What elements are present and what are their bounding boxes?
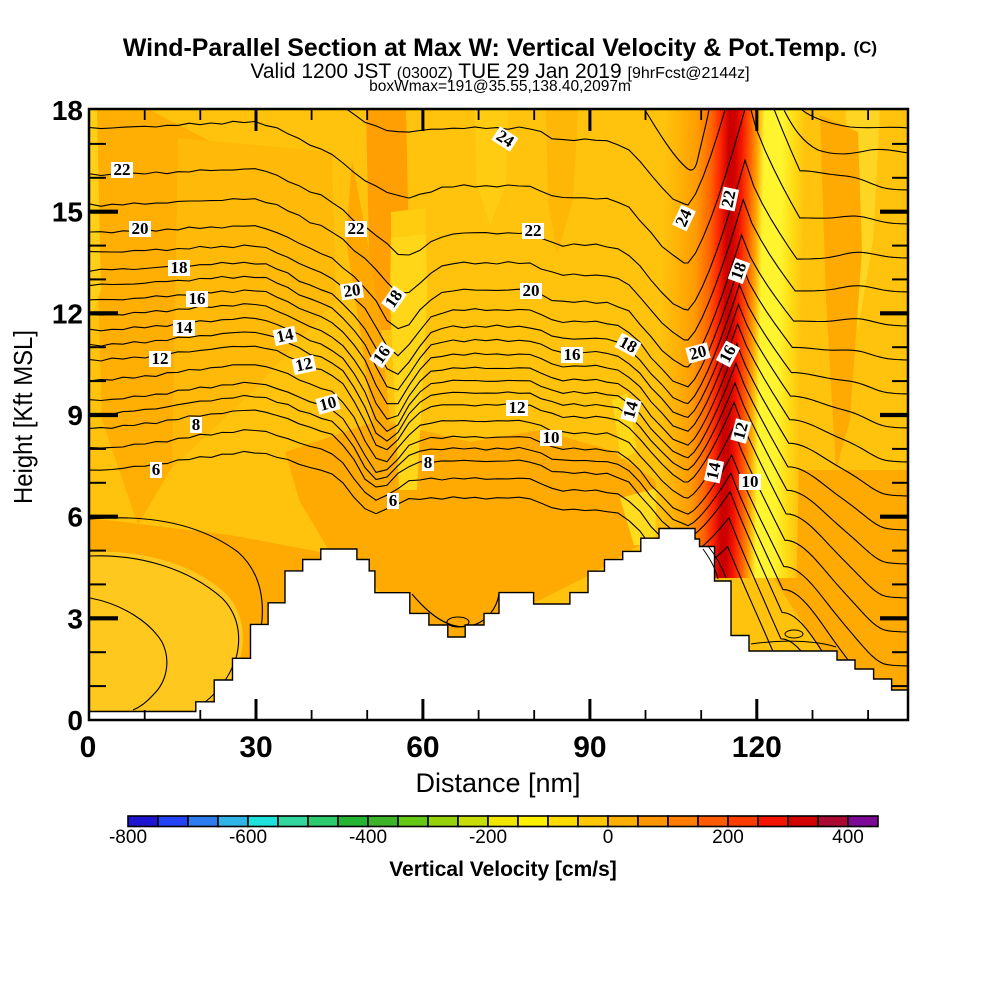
svg-text:18: 18 <box>727 260 751 282</box>
svg-text:14: 14 <box>702 460 724 481</box>
svg-text:6: 6 <box>389 491 398 510</box>
svg-text:60: 60 <box>406 731 439 764</box>
svg-text:6: 6 <box>67 502 83 533</box>
svg-text:12: 12 <box>729 420 752 441</box>
svg-text:22: 22 <box>717 189 739 210</box>
svg-text:18: 18 <box>52 95 83 126</box>
svg-text:15: 15 <box>52 197 83 228</box>
svg-text:200: 200 <box>712 827 744 848</box>
svg-text:12: 12 <box>509 398 526 417</box>
svg-text:10: 10 <box>317 392 338 415</box>
svg-text:8: 8 <box>424 453 433 472</box>
svg-text:-600: -600 <box>229 827 267 848</box>
svg-text:90: 90 <box>573 731 606 764</box>
svg-text:30: 30 <box>239 731 272 764</box>
svg-text:Vertical Velocity [cm/s]: Vertical Velocity [cm/s] <box>389 858 617 881</box>
svg-text:16: 16 <box>564 345 581 364</box>
svg-text:Distance [nm]: Distance [nm] <box>415 768 580 798</box>
svg-text:12: 12 <box>152 349 169 368</box>
svg-text:6: 6 <box>152 460 161 479</box>
svg-text:22: 22 <box>348 219 365 238</box>
svg-text:120: 120 <box>732 731 782 764</box>
svg-text:14: 14 <box>275 324 296 346</box>
svg-text:Height [Kft MSL]: Height [Kft MSL] <box>8 330 38 504</box>
svg-text:10: 10 <box>742 472 759 491</box>
svg-text:16: 16 <box>189 289 206 308</box>
svg-text:14: 14 <box>176 318 194 337</box>
svg-text:Wind-Parallel Section at Max W: Wind-Parallel Section at Max W: Vertical… <box>123 34 877 62</box>
svg-text:0: 0 <box>603 827 614 848</box>
svg-text:14: 14 <box>619 399 642 421</box>
svg-text:-400: -400 <box>349 827 387 848</box>
svg-text:-200: -200 <box>469 827 507 848</box>
svg-text:8: 8 <box>192 415 201 434</box>
svg-text:0: 0 <box>80 731 97 764</box>
svg-text:0: 0 <box>67 705 83 736</box>
svg-text:18: 18 <box>171 258 188 277</box>
svg-text:12: 12 <box>52 298 83 329</box>
svg-text:20: 20 <box>523 281 540 300</box>
svg-text:boxWmax=191@35.55,138.40,2097m: boxWmax=191@35.55,138.40,2097m <box>369 78 631 95</box>
svg-text:16: 16 <box>715 342 740 366</box>
svg-text:12: 12 <box>294 353 315 375</box>
svg-text:400: 400 <box>832 827 864 848</box>
svg-text:24: 24 <box>671 206 696 230</box>
svg-text:18: 18 <box>616 332 640 357</box>
svg-text:9: 9 <box>67 400 83 431</box>
svg-text:Valid 1200 JST (0300Z) TUE 29: Valid 1200 JST (0300Z) TUE 29 Jan 2019 [… <box>250 60 749 83</box>
svg-text:10: 10 <box>543 428 560 447</box>
svg-text:20: 20 <box>687 341 708 364</box>
svg-text:22: 22 <box>525 221 542 240</box>
svg-text:3: 3 <box>67 603 83 634</box>
svg-text:20: 20 <box>132 219 149 238</box>
svg-text:20: 20 <box>342 280 361 301</box>
svg-text:-800: -800 <box>109 827 147 848</box>
svg-text:22: 22 <box>114 160 131 179</box>
